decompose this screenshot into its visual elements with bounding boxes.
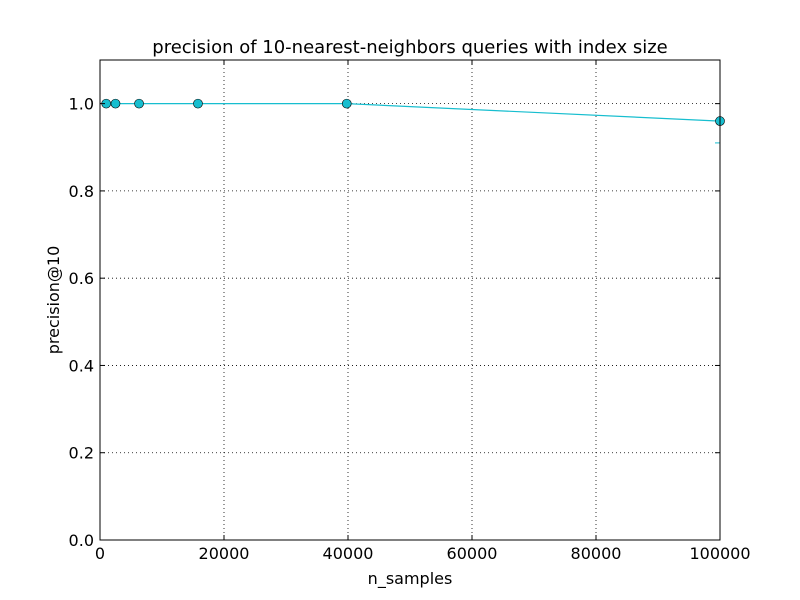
tick-layer: 0 20000 40000 60000 80000 100000 0.0 0.2 0.4 0.6 0… [69, 60, 751, 563]
x-tick-label: 40000 [323, 544, 374, 563]
y-tick-label: 0.0 [69, 531, 94, 550]
x-tick-label: 100000 [689, 544, 750, 563]
data-point [341, 98, 352, 109]
grid-layer [100, 60, 720, 540]
y-tick-label: 1.0 [69, 95, 94, 114]
y-tick-label: 0.4 [69, 356, 94, 375]
y-axis-label: precision@10 [44, 246, 63, 355]
series-layer [101, 98, 725, 126]
x-axis-label: n_samples [368, 569, 453, 589]
data-point [110, 98, 121, 109]
chart-title: precision of 10-nearest-neighbors querie… [152, 37, 667, 58]
y-tick-label: 0.2 [69, 444, 94, 463]
y-tick-label: 0.8 [69, 182, 94, 201]
x-tick-label: 60000 [447, 544, 498, 563]
data-point [193, 98, 203, 109]
x-tick-label: 80000 [571, 544, 622, 563]
x-tick-label: 20000 [199, 544, 250, 563]
y-tick-label: 0.6 [69, 269, 94, 288]
plot-frame [99, 59, 721, 541]
x-tick-label: 0 [95, 544, 105, 563]
data-point [134, 98, 144, 109]
